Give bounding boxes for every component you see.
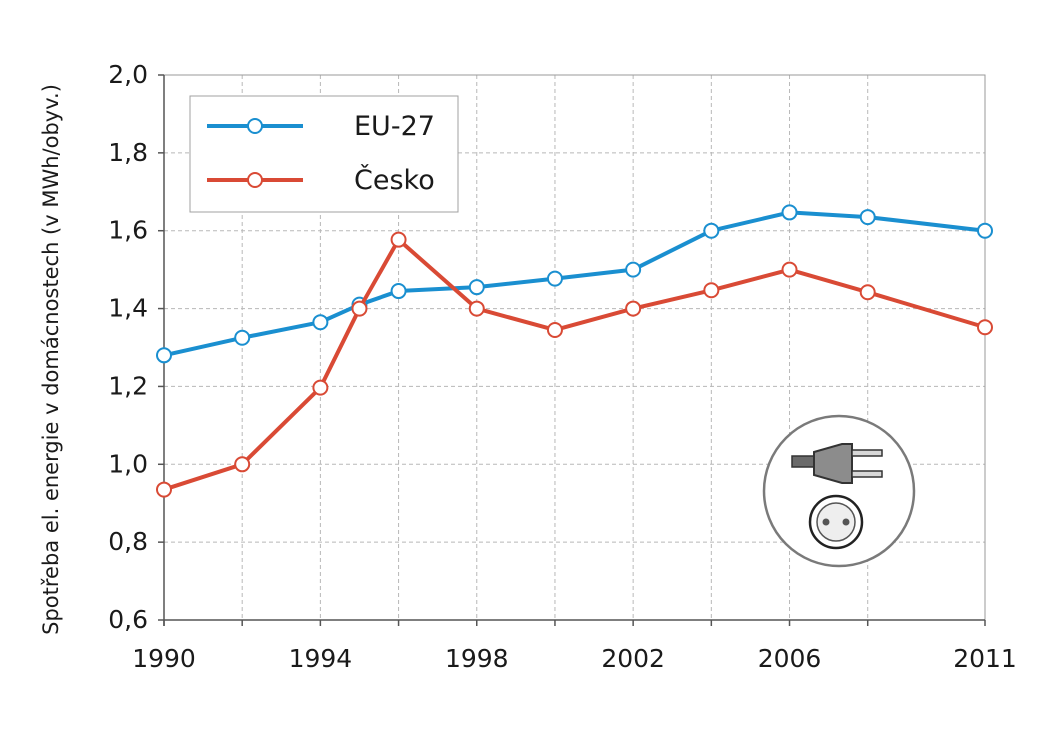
y-axis-label: Spotřeba el. energie v domácnostech (v M… bbox=[39, 84, 63, 635]
data-point bbox=[546, 321, 563, 338]
data-point bbox=[156, 347, 172, 364]
y-tick-label: 1,2 bbox=[108, 371, 148, 400]
data-point bbox=[703, 282, 720, 299]
x-tick-label: 2002 bbox=[601, 644, 665, 673]
legend: EU-27 Česko bbox=[189, 95, 459, 213]
x-tick-label: 2011 bbox=[953, 644, 1017, 673]
series-line bbox=[163, 237, 986, 492]
data-point bbox=[351, 300, 368, 317]
series-line bbox=[163, 210, 986, 358]
data-point bbox=[977, 222, 993, 239]
x-tick-label: 1990 bbox=[132, 644, 196, 673]
legend-item: EU-27 bbox=[207, 111, 435, 142]
series bbox=[156, 204, 993, 498]
data-point bbox=[234, 456, 251, 473]
legend-box bbox=[189, 95, 459, 213]
y-tick-label: 2,0 bbox=[108, 60, 148, 89]
series-Česko bbox=[156, 231, 993, 498]
y-tick-label: 1,6 bbox=[108, 216, 148, 245]
data-point bbox=[859, 284, 876, 301]
power-plug-and-socket-icon bbox=[762, 414, 916, 568]
data-point bbox=[468, 300, 485, 317]
data-point bbox=[390, 231, 407, 248]
y-tick-label: 0,8 bbox=[108, 527, 148, 556]
legend-marker bbox=[247, 172, 263, 188]
data-point bbox=[312, 314, 329, 331]
y-tick-label: 1,8 bbox=[108, 138, 148, 167]
data-point bbox=[312, 379, 329, 396]
data-point bbox=[781, 204, 798, 221]
data-point bbox=[390, 283, 407, 300]
axes: 0,6 0,8 1,0 1,2 1,4 1,6 1,8 2,0 1990 1994 1998 2002… bbox=[108, 60, 1017, 673]
data-point bbox=[977, 319, 993, 336]
legend-marker bbox=[247, 118, 263, 134]
data-point bbox=[781, 261, 798, 278]
data-point bbox=[468, 279, 485, 296]
legend-label: EU-27 bbox=[354, 111, 435, 142]
series-EU-27 bbox=[156, 204, 993, 364]
data-point bbox=[703, 222, 720, 239]
data-point bbox=[546, 270, 563, 287]
data-point bbox=[859, 209, 876, 226]
y-tick-label: 1,0 bbox=[108, 449, 148, 478]
data-point bbox=[156, 481, 172, 498]
x-tick-label: 2006 bbox=[758, 644, 822, 673]
legend-label: Česko bbox=[354, 164, 435, 196]
data-point bbox=[234, 329, 251, 346]
x-tick-label: 1994 bbox=[289, 644, 353, 673]
x-tick-label: 1998 bbox=[445, 644, 509, 673]
data-point bbox=[625, 300, 642, 317]
y-tick-label: 1,4 bbox=[108, 294, 148, 323]
legend-item: Česko bbox=[207, 164, 435, 196]
data-point bbox=[625, 261, 642, 278]
y-tick-label: 0,6 bbox=[108, 605, 148, 634]
